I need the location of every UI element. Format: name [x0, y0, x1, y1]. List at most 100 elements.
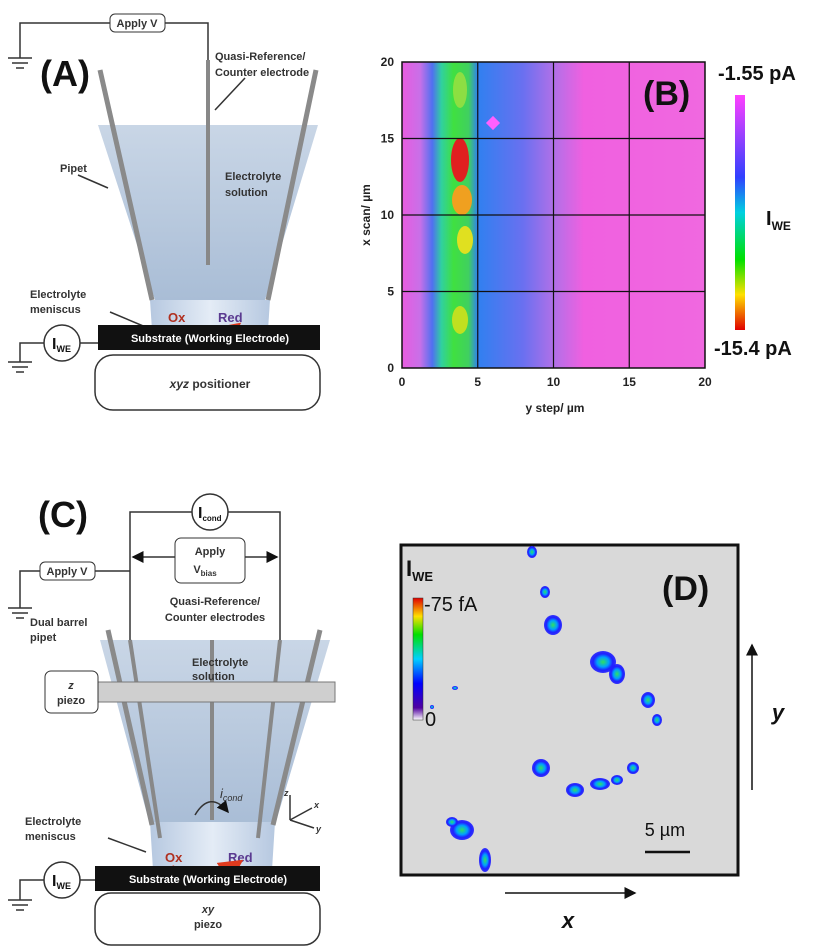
label: xy — [201, 904, 215, 916]
label: y — [315, 824, 322, 834]
y-tick-label: 5 — [387, 285, 394, 299]
shape: IWE — [406, 556, 433, 584]
label: piezo — [194, 919, 222, 931]
label: WE — [56, 344, 71, 354]
label: positioner — [192, 377, 250, 391]
blob — [641, 692, 655, 708]
blob — [611, 775, 623, 785]
blob — [544, 615, 562, 635]
shape — [129, 511, 281, 640]
shape — [452, 185, 472, 215]
blob — [590, 651, 616, 673]
blob — [540, 586, 550, 598]
label: solution — [225, 187, 268, 199]
y-tick-label: 20 — [381, 55, 395, 69]
blob — [652, 714, 662, 726]
blob — [609, 664, 625, 684]
label: solution — [192, 671, 235, 683]
label: I — [52, 873, 56, 890]
label: (C) — [38, 494, 88, 535]
label: I — [198, 505, 202, 522]
label: 0 — [425, 709, 436, 731]
label: i — [220, 786, 224, 801]
shape — [402, 62, 705, 368]
y-tick-label: 10 — [381, 208, 395, 222]
shape — [107, 837, 147, 853]
label: z — [67, 680, 74, 692]
label: -75 fA — [424, 594, 478, 616]
label: WE — [56, 881, 71, 891]
shape — [430, 546, 662, 872]
shape — [8, 342, 98, 373]
label: -15.4 pA — [714, 338, 792, 360]
shape — [289, 795, 315, 829]
shape — [451, 138, 469, 182]
shape — [39, 561, 96, 581]
shape: 0 5 10 15 20 0 5 10 15 20 — [381, 55, 712, 389]
label: x scan/ µm — [359, 184, 373, 246]
label: y — [771, 700, 786, 725]
shape — [174, 537, 246, 584]
blob — [452, 686, 458, 690]
label: pipet — [30, 632, 57, 644]
shape — [150, 300, 270, 330]
shape — [77, 174, 109, 189]
label: WE — [412, 569, 433, 584]
y-tick-label: 0 — [387, 361, 394, 375]
label: Ox — [165, 850, 183, 865]
label: Electrolyte — [192, 657, 248, 669]
shape — [8, 57, 32, 69]
label: Substrate (Working Electrode) — [131, 333, 289, 345]
x-tick-label: 0 — [399, 375, 406, 389]
shape — [453, 72, 467, 108]
shape — [194, 800, 229, 816]
shape — [452, 306, 468, 334]
label: -1.55 pA — [718, 63, 796, 85]
label: meniscus — [30, 304, 81, 316]
shape — [128, 639, 162, 839]
y-tick-label: 15 — [381, 132, 395, 146]
panel-d: IWE -75 fA 0 (D) 5 µm x y — [399, 543, 786, 933]
shape: IWE — [52, 336, 71, 354]
label: bias — [201, 569, 218, 578]
shape — [94, 892, 321, 946]
shape — [485, 115, 501, 131]
label: I — [406, 556, 412, 581]
label: cond — [223, 793, 244, 803]
x-tick-label: 20 — [698, 375, 712, 389]
label: Counter electrodes — [165, 612, 265, 624]
shape — [412, 597, 424, 721]
label: Apply V — [47, 566, 89, 578]
shape — [256, 639, 282, 839]
x-tick-label: 15 — [623, 375, 637, 389]
shape — [44, 670, 99, 714]
x-tick-label: 10 — [547, 375, 561, 389]
shape: icond — [220, 786, 243, 803]
shape — [97, 681, 336, 703]
label: y step/ µm — [526, 401, 585, 415]
shape — [43, 861, 81, 899]
label: Apply — [195, 546, 226, 558]
label: Apply V — [117, 18, 159, 30]
panel-c: (C) Icond Apply Vbias Apply V Quasi-Refe… — [8, 493, 336, 946]
label: x — [561, 908, 575, 933]
label: WE — [772, 219, 791, 233]
label: (A) — [40, 53, 90, 94]
x-tick-label: 5 — [474, 375, 481, 389]
shape: xyz positioner — [169, 377, 251, 391]
label: x — [313, 800, 320, 810]
label: I — [766, 208, 772, 230]
shape — [8, 879, 95, 911]
blob — [446, 817, 458, 827]
shape — [150, 822, 275, 870]
shape: Vbias — [193, 564, 217, 578]
shape — [98, 325, 320, 350]
label: V — [193, 564, 201, 576]
label: piezo — [57, 695, 85, 707]
shape — [735, 95, 745, 330]
blob — [430, 705, 434, 709]
label: (D) — [662, 570, 709, 608]
label: z — [283, 788, 289, 798]
panel-a: Apply V (A) Quasi-Reference/ Counter ele… — [8, 13, 321, 411]
shape — [457, 226, 473, 254]
